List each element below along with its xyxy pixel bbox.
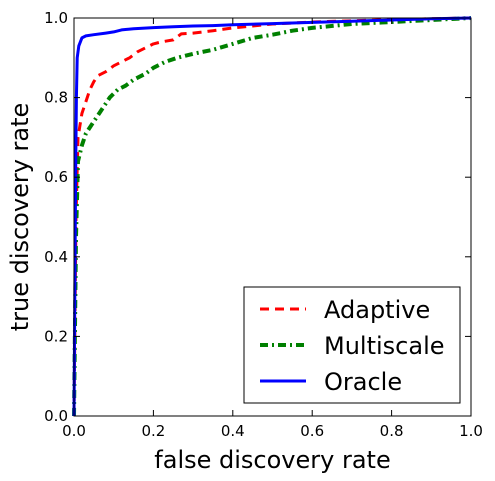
legend-label-adaptive: Adaptive (324, 296, 430, 324)
ticks-layer: 0.0 0.2 0.4 0.6 0.8 1.0 0.0 0.2 0.4 0.6 0.8 1.0 (44, 9, 483, 440)
x-tick-label: 0.4 (221, 422, 245, 440)
plot-frame (73, 17, 472, 417)
y-tick-label: 0.4 (44, 248, 68, 266)
x-axis-label: false discovery rate (154, 446, 390, 474)
y-tick-label: 0.8 (44, 89, 68, 107)
legend-label-multiscale: Multiscale (324, 332, 445, 360)
legend-label-oracle: Oracle (324, 368, 402, 396)
series-layer (72, 16, 472, 417)
x-tick-label: 0.0 (62, 422, 86, 440)
y-tick-label: 0.6 (44, 168, 68, 186)
y-tick-label: 0.0 (44, 407, 68, 425)
series-line-oracle (72, 16, 472, 417)
series-line-adaptive (72, 16, 472, 417)
y-axis-label: true discovery rate (6, 103, 34, 332)
legend: Adaptive Multiscale Oracle (243, 286, 461, 404)
x-tick-label: 0.2 (141, 422, 165, 440)
x-tick-label: 1.0 (459, 422, 483, 440)
x-tick-label: 0.8 (380, 422, 404, 440)
y-tick-label: 0.2 (44, 327, 68, 345)
y-tick-label: 1.0 (44, 9, 68, 27)
series-line-multiscale (72, 16, 472, 417)
x-tick-label: 0.6 (300, 422, 324, 440)
